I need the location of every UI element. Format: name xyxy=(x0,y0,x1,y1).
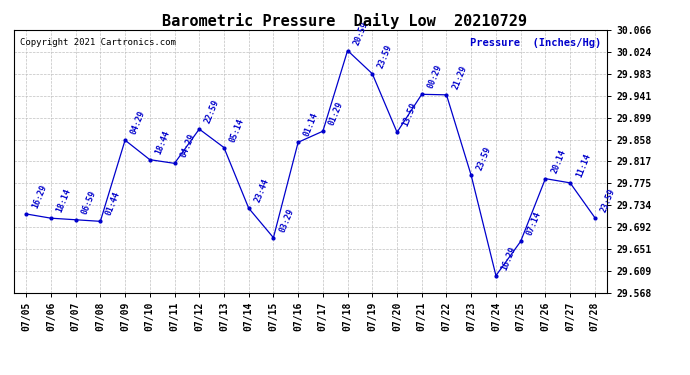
Text: 23:59: 23:59 xyxy=(599,187,617,213)
Text: 23:59: 23:59 xyxy=(377,43,394,70)
Text: 18:44: 18:44 xyxy=(154,129,172,156)
Text: 20:14: 20:14 xyxy=(549,148,567,174)
Text: 13:59: 13:59 xyxy=(401,102,419,128)
Text: 04:29: 04:29 xyxy=(129,110,147,136)
Text: 23:44: 23:44 xyxy=(253,177,270,204)
Text: 16:29: 16:29 xyxy=(500,245,518,272)
Text: 23:59: 23:59 xyxy=(475,145,493,171)
Text: 00:29: 00:29 xyxy=(426,64,444,90)
Text: 21:29: 21:29 xyxy=(451,64,469,91)
Text: 05:14: 05:14 xyxy=(228,117,246,143)
Text: 04:29: 04:29 xyxy=(179,133,197,159)
Text: 11:14: 11:14 xyxy=(574,152,592,179)
Text: 16:29: 16:29 xyxy=(30,183,48,210)
Text: 20:59: 20:59 xyxy=(352,20,369,46)
Text: 18:14: 18:14 xyxy=(55,188,72,214)
Text: 01:14: 01:14 xyxy=(302,111,320,138)
Text: Barometric Pressure  Daily Low  20210729: Barometric Pressure Daily Low 20210729 xyxy=(163,13,527,29)
Text: 06:59: 06:59 xyxy=(80,189,97,216)
Text: 03:29: 03:29 xyxy=(277,207,295,234)
Text: Pressure  (Inches/Hg): Pressure (Inches/Hg) xyxy=(470,38,601,48)
Text: Copyright 2021 Cartronics.com: Copyright 2021 Cartronics.com xyxy=(20,38,176,47)
Text: 07:14: 07:14 xyxy=(525,211,542,237)
Text: 01:29: 01:29 xyxy=(327,100,345,127)
Text: 01:44: 01:44 xyxy=(104,190,122,217)
Text: 22:59: 22:59 xyxy=(204,98,221,125)
